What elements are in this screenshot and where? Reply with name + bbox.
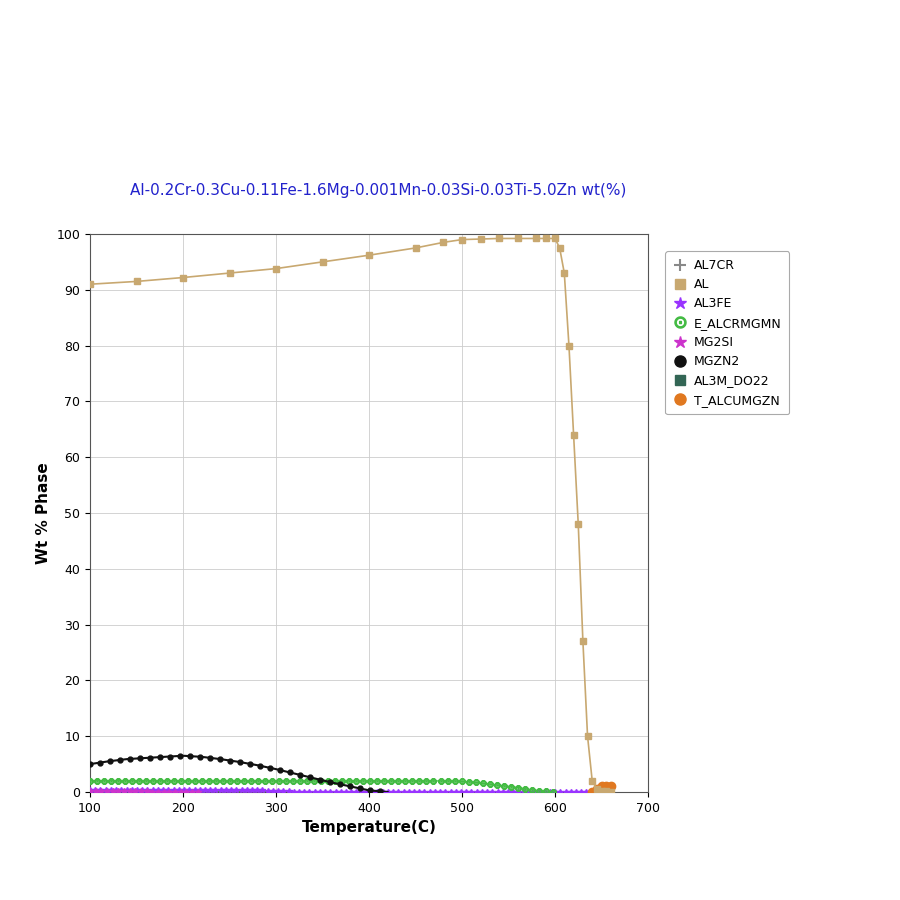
X-axis label: Temperature(C): Temperature(C) — [302, 820, 436, 835]
Text: Al-0.2Cr-0.3Cu-0.11Fe-1.6Mg-0.001Mn-0.03Si-0.03Ti-5.0Zn wt(%): Al-0.2Cr-0.3Cu-0.11Fe-1.6Mg-0.001Mn-0.03… — [130, 183, 626, 198]
Y-axis label: Wt % Phase: Wt % Phase — [36, 462, 50, 564]
Legend: AL7CR, AL, AL3FE, E_ALCRMGMN, MG2SI, MGZN2, AL3M_DO22, T_ALCUMGZN: AL7CR, AL, AL3FE, E_ALCRMGMN, MG2SI, MGZ… — [665, 251, 789, 414]
